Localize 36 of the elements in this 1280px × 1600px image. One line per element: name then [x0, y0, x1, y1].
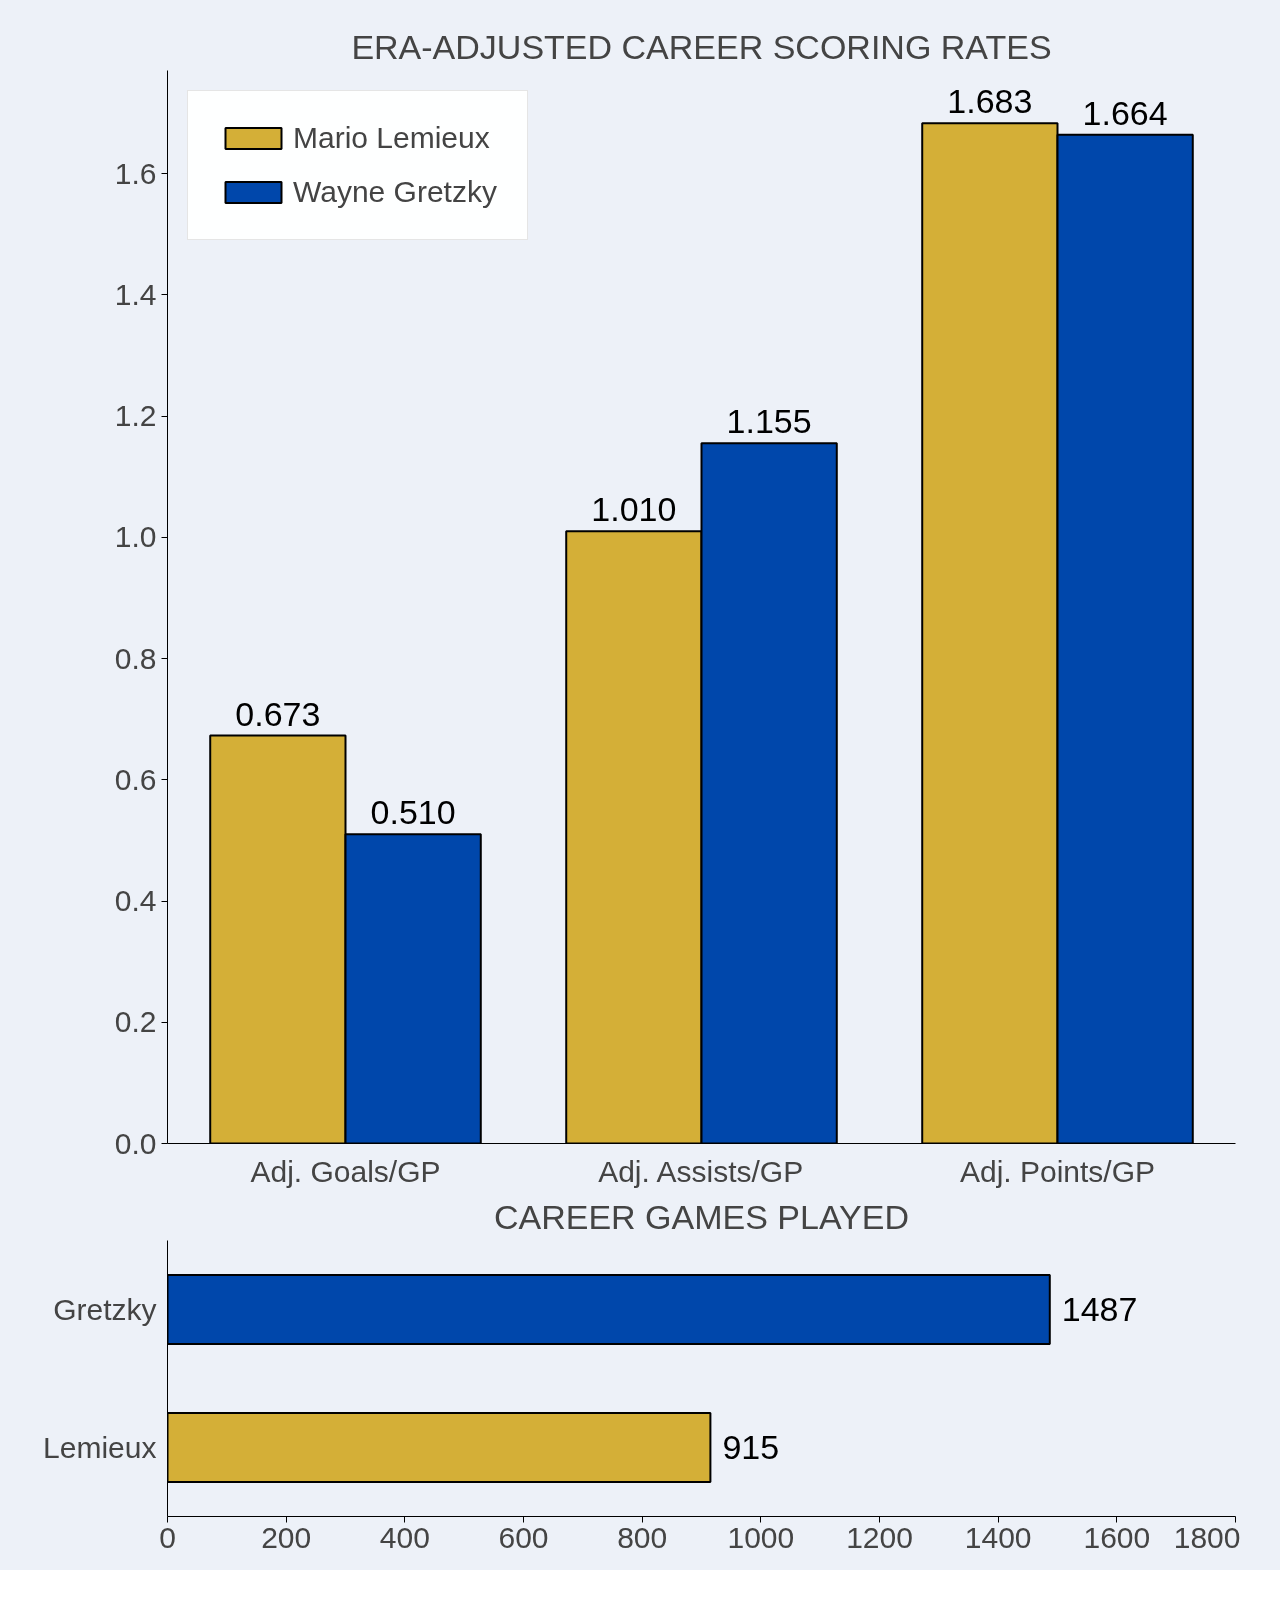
y-tick-label: 1.6 [114, 156, 157, 190]
x-tick-label: 200 [261, 1520, 312, 1554]
y-tick-label: Gretzky [53, 1293, 157, 1326]
x-tick-label: Adj. Assists/GP [598, 1154, 804, 1188]
x-tick-label: 1000 [727, 1520, 795, 1554]
y-tick-label: 1.4 [114, 277, 157, 311]
x-tick-label: 1600 [1083, 1520, 1151, 1554]
data-label: 1.155 [726, 402, 812, 441]
y-tick-label: 0.8 [114, 641, 157, 675]
y-tick-label: 1.2 [114, 399, 157, 433]
y-tick-label: 0.6 [114, 762, 157, 796]
y-tick-label: Lemieux [43, 1431, 157, 1464]
chart-title: ERA-ADJUSTED CAREER SCORING RATES [351, 27, 1052, 66]
chart-title: CAREER GAMES PLAYED [493, 1197, 910, 1236]
x-tick-label: 0 [159, 1520, 176, 1554]
y-tick-label: 0.0 [114, 1126, 157, 1160]
y-tick-label: 0.4 [114, 884, 157, 918]
data-label: 1.010 [591, 490, 677, 529]
data-label: 0.673 [235, 694, 321, 733]
legend-label: Mario Lemieux [293, 121, 490, 155]
x-tick-label: Adj. Points/GP [959, 1154, 1156, 1188]
x-tick-label: 800 [617, 1520, 668, 1554]
y-tick-label: 0.2 [114, 1005, 157, 1039]
data-label: 0.510 [370, 793, 456, 832]
x-tick-label: 1800 [1173, 1520, 1241, 1554]
x-tick-label: Adj. Goals/GP [250, 1154, 441, 1188]
x-tick-label: 400 [379, 1520, 430, 1554]
x-tick-label: 1400 [964, 1520, 1032, 1554]
data-label: 915 [722, 1428, 780, 1466]
data-label: 1487 [1061, 1290, 1138, 1328]
data-label: 1.683 [947, 82, 1033, 121]
y-tick-label: 1.0 [114, 520, 157, 554]
x-tick-label: 600 [498, 1520, 549, 1554]
data-label: 1.664 [1082, 93, 1168, 132]
x-tick-label: 1200 [846, 1520, 913, 1554]
legend-label: Wayne Gretzky [293, 175, 497, 209]
